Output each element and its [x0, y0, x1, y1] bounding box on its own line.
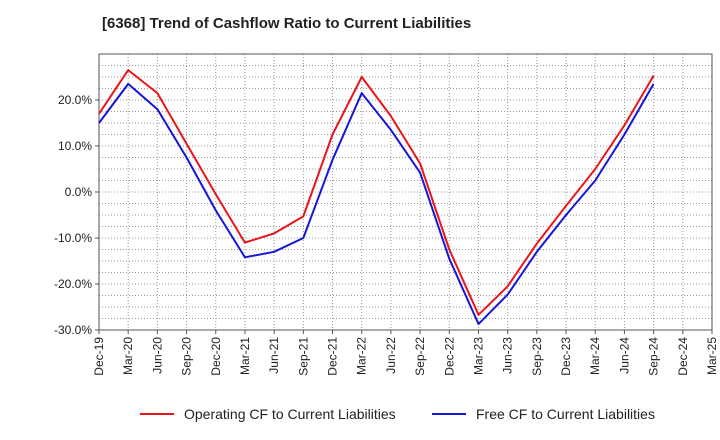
- x-tick-label: Mar-24: [588, 337, 602, 375]
- series-layer: [98, 69, 655, 326]
- x-tick-label: Dec-22: [442, 337, 456, 376]
- x-tick-label: Jun-21: [267, 337, 281, 374]
- legend-label-operating-cf: Operating CF to Current Liabilities: [184, 406, 396, 422]
- x-tick-label: Sep-21: [296, 337, 310, 376]
- chart-title: [6368] Trend of Cashflow Ratio to Curren…: [102, 15, 472, 32]
- y-tick-label: -30.0%: [54, 323, 92, 337]
- y-tick-label: 10.0%: [58, 139, 92, 153]
- x-tick-label: Dec-19: [92, 337, 106, 376]
- x-tick-label: Dec-23: [559, 337, 573, 376]
- series-line-1: [98, 82, 655, 326]
- legend-label-free-cf: Free CF to Current Liabilities: [476, 406, 655, 422]
- x-tick-label: Sep-24: [647, 337, 661, 376]
- x-tick-label: Jun-23: [501, 337, 515, 374]
- y-tick-label: -10.0%: [54, 231, 92, 245]
- x-tick-label: Mar-20: [121, 337, 135, 375]
- x-tick-label: Dec-24: [676, 337, 690, 376]
- y-tick-label: -20.0%: [54, 277, 92, 291]
- legend-swatch-operating-cf: [140, 413, 174, 415]
- legend-swatch-free-cf: [432, 413, 466, 415]
- grid: [99, 54, 712, 330]
- series-line-0: [98, 69, 655, 316]
- y-tick-label: 20.0%: [58, 93, 92, 107]
- x-axis-ticks: Dec-19 Mar-20 Jun-20 Sep-20 Dec-20 Mar-21 Jun-…: [92, 330, 719, 376]
- x-tick-label: Sep-22: [413, 337, 427, 376]
- legend-item-free-cf: Free CF to Current Liabilities: [432, 404, 655, 424]
- x-tick-label: Mar-25: [705, 337, 719, 375]
- x-tick-label: Jun-22: [384, 337, 398, 374]
- x-tick-label: Mar-23: [471, 337, 485, 375]
- x-tick-label: Dec-21: [326, 337, 340, 376]
- x-tick-label: Jun-24: [617, 337, 631, 374]
- x-tick-label: Sep-20: [180, 337, 194, 376]
- x-tick-label: Sep-23: [530, 337, 544, 376]
- x-tick-label: Mar-22: [355, 337, 369, 375]
- x-tick-label: Mar-21: [238, 337, 252, 375]
- y-tick-label: 0.0%: [65, 185, 93, 199]
- legend-item-operating-cf: Operating CF to Current Liabilities: [140, 404, 396, 424]
- y-axis-ticks: 20.0% 10.0% 0.0% -10.0% -20.0% -30.0%: [54, 93, 99, 337]
- x-tick-label: Dec-20: [209, 337, 223, 376]
- x-tick-label: Jun-20: [150, 337, 164, 374]
